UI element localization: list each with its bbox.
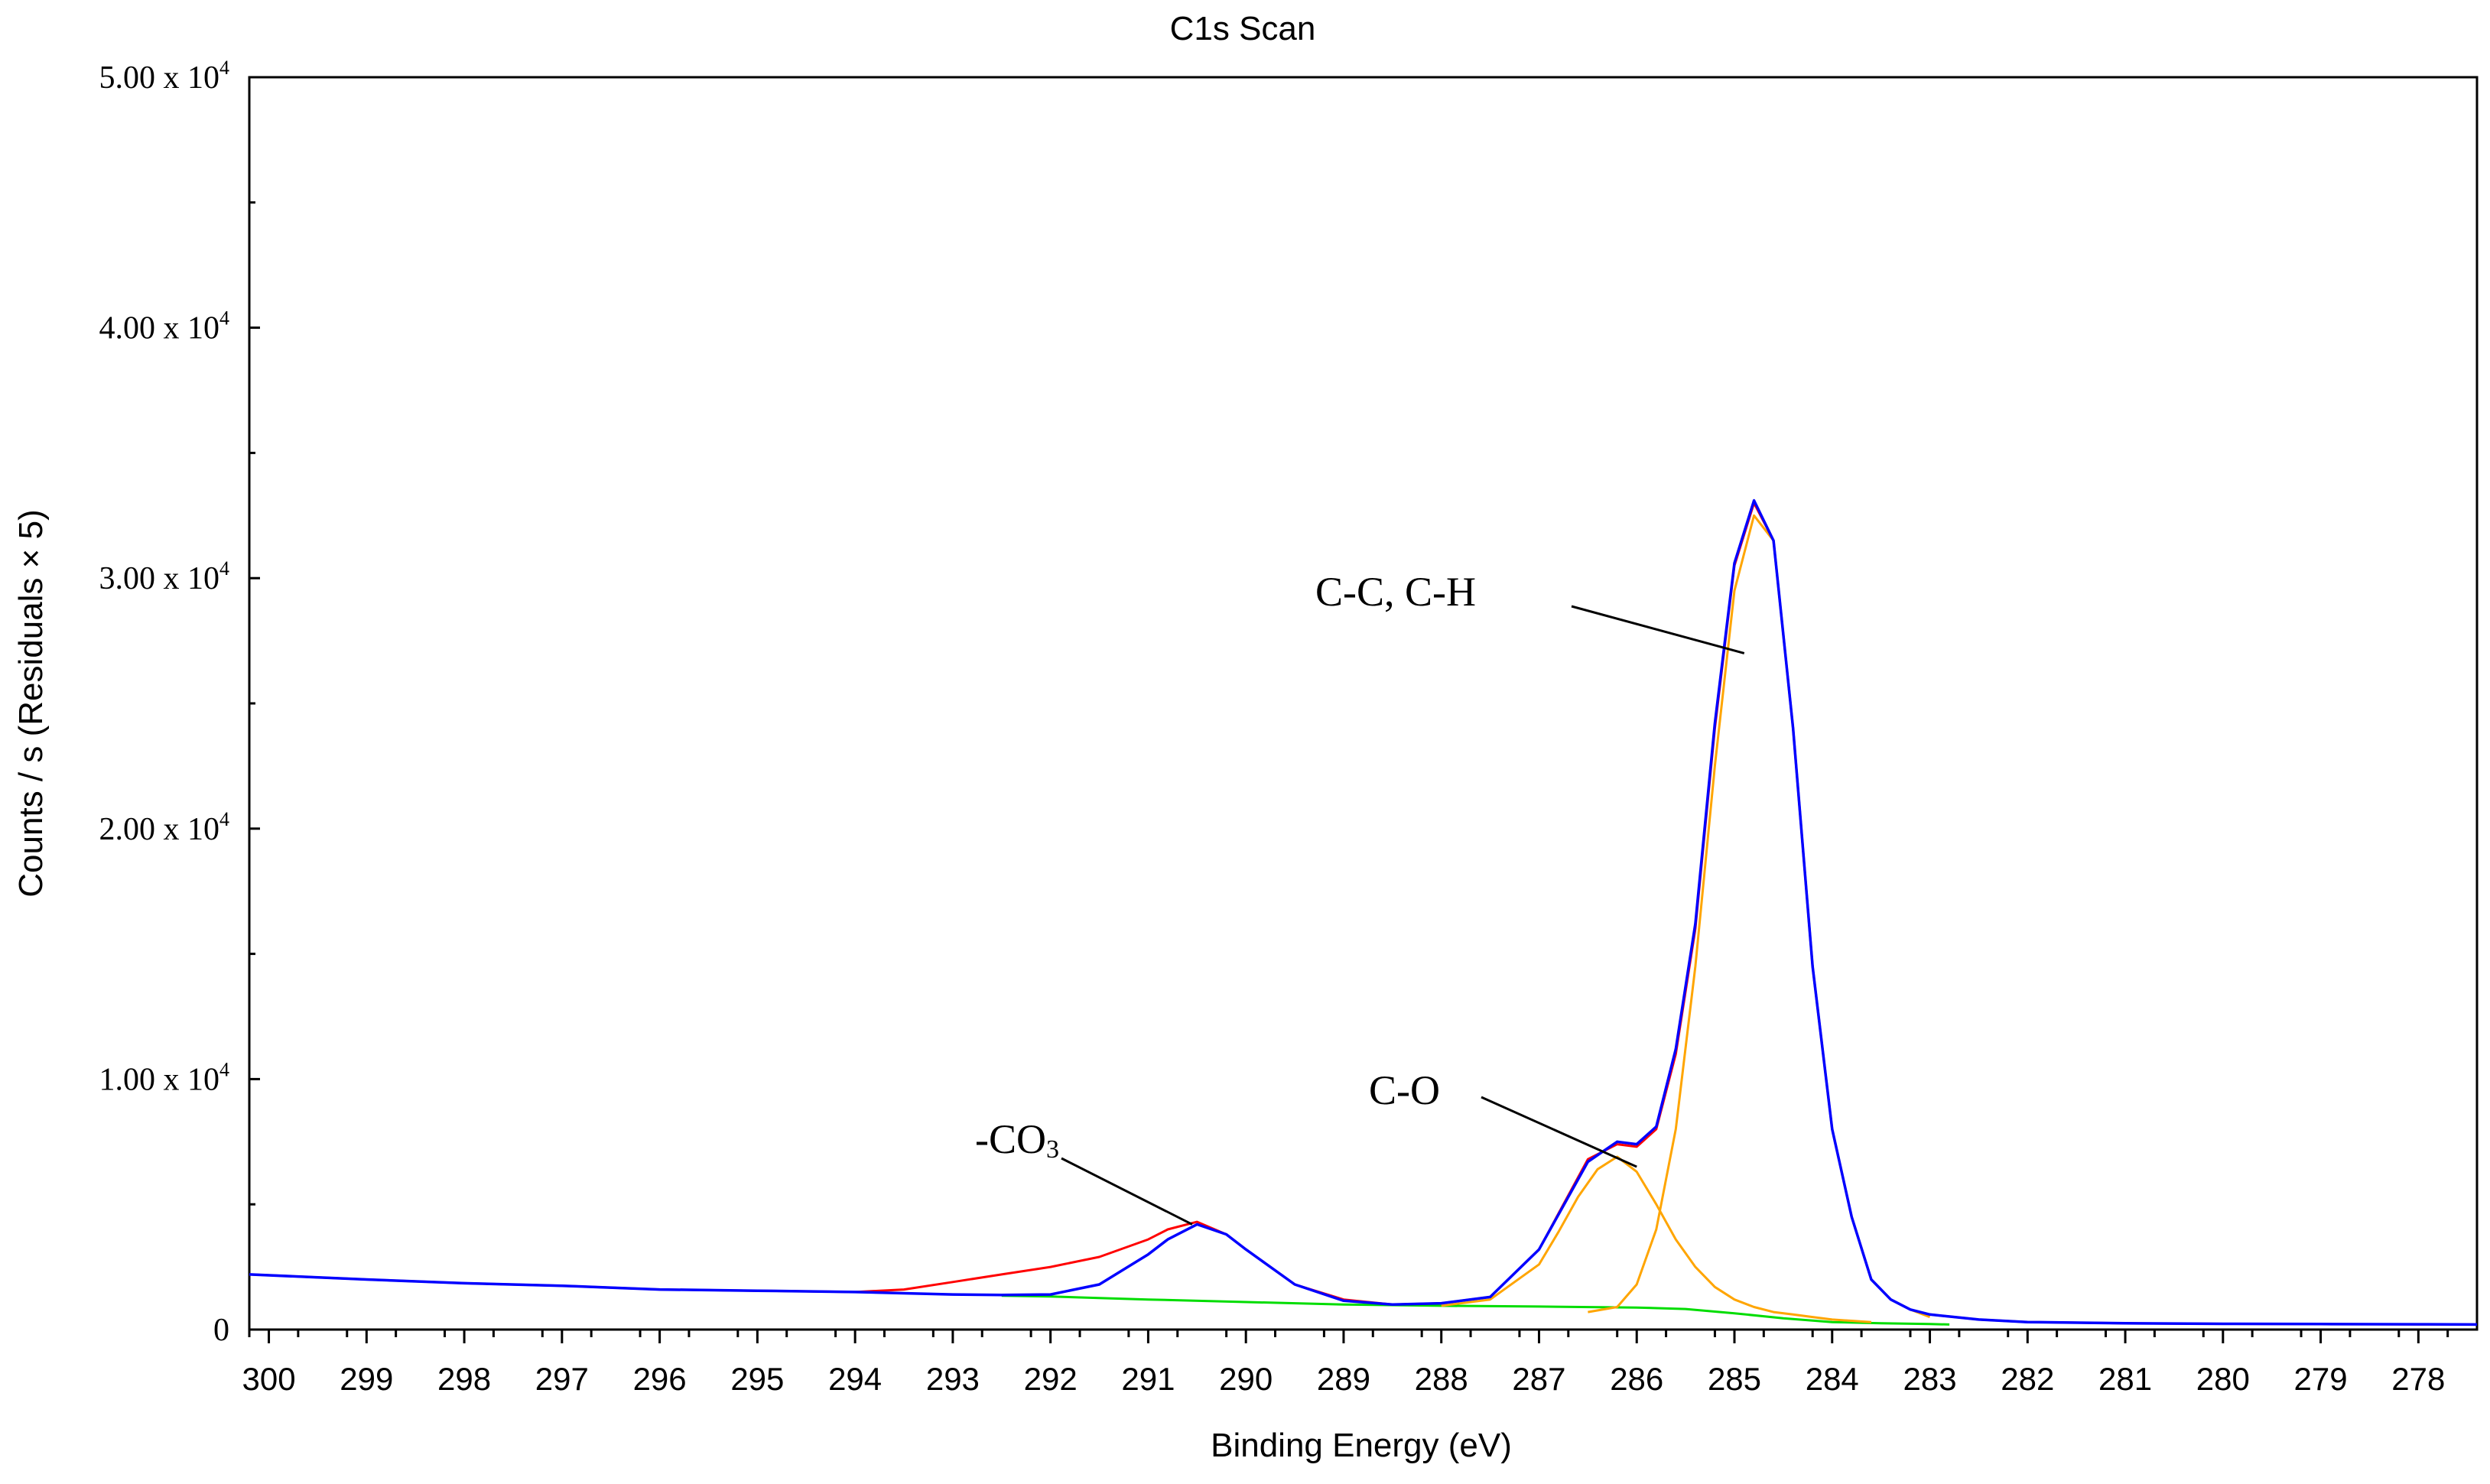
x-tick-label: 295 [730, 1361, 784, 1397]
y-tick-exponent: 4 [219, 1058, 229, 1080]
x-tick-label: 281 [2098, 1361, 2152, 1397]
x-tick-label: 290 [1219, 1361, 1273, 1397]
series-line-background [1001, 1294, 1950, 1326]
x-tick-label: 284 [1806, 1361, 1859, 1397]
x-tick-label: 278 [2391, 1361, 2445, 1397]
annotation-leader-line [1481, 1096, 1637, 1168]
annotation-subscript: 3 [1046, 1135, 1059, 1164]
x-tick-label: 300 [242, 1361, 296, 1397]
annotation-text: C-C, C-H [1315, 569, 1476, 615]
annotation-label: C-C, C-H [1315, 569, 1476, 615]
x-tick-label: 282 [2001, 1361, 2054, 1397]
annotation-text: C-O [1369, 1067, 1440, 1113]
y-tick-mantissa: 2.00 x 10 [99, 812, 220, 847]
x-tick-label: 289 [1317, 1361, 1370, 1397]
y-tick-label: 2.00 x 104 [99, 808, 230, 847]
x-tick-label: 288 [1415, 1361, 1468, 1397]
x-axis-ticks: 300 299 298 297 296 295 294 293 292 291 290 289 288 2… [242, 1330, 2449, 1397]
y-tick-label: 0 [213, 1313, 229, 1348]
y-axis-label: Counts / s (Residuals × 5) [12, 509, 50, 897]
series-line-c-o-component [1441, 1155, 1871, 1323]
chart-title: C1s Scan [1170, 10, 1316, 47]
x-tick-label: 287 [1512, 1361, 1565, 1397]
x-tick-label: 297 [535, 1361, 589, 1397]
y-tick-label: 5.00 x 104 [99, 57, 230, 96]
annotation-layer: C-C, C-H C-O -CO3 [975, 569, 1745, 1226]
x-tick-label: 279 [2294, 1361, 2348, 1397]
x-tick-label: 299 [340, 1361, 393, 1397]
y-tick-label: 1.00 x 104 [99, 1058, 230, 1097]
x-tick-label: 293 [926, 1361, 980, 1397]
y-tick-mantissa: 5.00 x 10 [99, 60, 220, 96]
x-tick-label: 291 [1121, 1361, 1175, 1397]
x-tick-label: 285 [1708, 1361, 1761, 1397]
annotation-leader-line [1061, 1157, 1193, 1226]
annotation-label: -CO3 [975, 1116, 1059, 1164]
y-tick-exponent: 4 [219, 557, 229, 580]
y-tick-exponent: 4 [219, 808, 229, 830]
y-tick-mantissa: 1.00 x 10 [99, 1062, 220, 1097]
annotation-text: -CO [975, 1116, 1046, 1162]
x-tick-label: 296 [633, 1361, 687, 1397]
y-tick-mantissa: 0 [213, 1313, 229, 1348]
y-tick-mantissa: 4.00 x 10 [99, 311, 220, 346]
y-tick-exponent: 4 [219, 307, 229, 330]
x-tick-label: 280 [2196, 1361, 2250, 1397]
annotation-leader-line [1571, 605, 1745, 654]
y-tick-exponent: 4 [219, 57, 229, 79]
x-axis-label: Binding Energy (eV) [1211, 1427, 1512, 1464]
x-tick-label: 292 [1024, 1361, 1078, 1397]
x-tick-label: 286 [1610, 1361, 1663, 1397]
x-tick-label: 283 [1903, 1361, 1956, 1397]
y-tick-label: 3.00 x 104 [99, 557, 230, 596]
y-tick-label: 4.00 x 104 [99, 307, 230, 346]
annotation-label: C-O [1369, 1067, 1440, 1113]
x-tick-label: 298 [437, 1361, 491, 1397]
y-tick-mantissa: 3.00 x 10 [99, 561, 220, 596]
x-tick-label: 294 [828, 1361, 882, 1397]
